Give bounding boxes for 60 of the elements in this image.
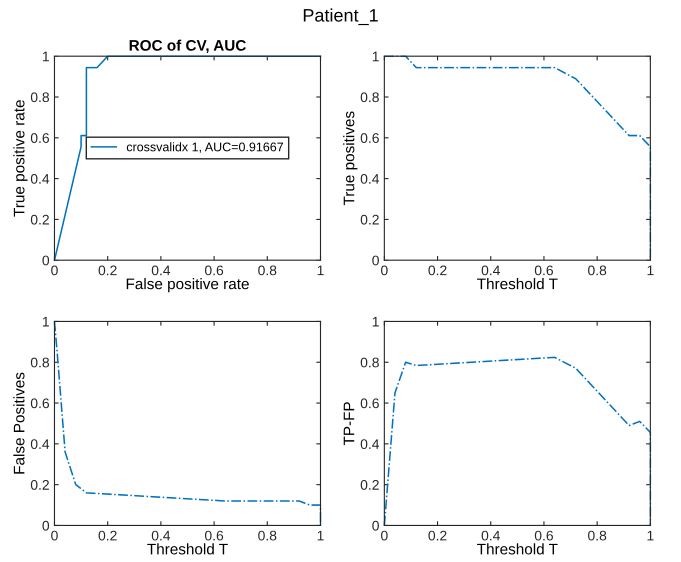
y-tick-label: 1 bbox=[372, 52, 379, 62]
x-tick-label: 0.2 bbox=[98, 530, 117, 541]
y-tick-label: 0.2 bbox=[30, 214, 49, 225]
y-tick-label: 0.2 bbox=[360, 214, 379, 225]
y-tick-label: 0.6 bbox=[360, 398, 379, 408]
x-axis-title: Threshold T bbox=[477, 278, 558, 290]
y-tick-label: 0 bbox=[42, 256, 50, 266]
x-tick-label: 0.8 bbox=[258, 530, 276, 541]
x-tick-label: 0.8 bbox=[258, 265, 276, 276]
x-tick-label: 0.8 bbox=[588, 530, 606, 541]
x-tick-label: 0.4 bbox=[482, 530, 500, 541]
x-tick-label: 0.4 bbox=[152, 265, 170, 276]
y-tick-label: 0.4 bbox=[360, 439, 380, 450]
x-tick-label: 0.8 bbox=[588, 265, 606, 276]
chart-title: ROC of CV, AUC bbox=[130, 40, 246, 54]
y-tick-label: 0.8 bbox=[360, 92, 379, 102]
x-axis-title: Threshold T bbox=[477, 543, 558, 554]
y-tick-label: 0.8 bbox=[360, 358, 379, 368]
y-tick-label: 0.4 bbox=[30, 174, 50, 184]
x-tick-label: 1 bbox=[318, 266, 324, 276]
x-tick-label: 0.4 bbox=[152, 530, 170, 541]
x-tick-label: 0.6 bbox=[534, 530, 553, 541]
x-tick-label: 1 bbox=[318, 530, 324, 540]
y-axis-title: True positive rate bbox=[13, 100, 28, 217]
y-tick-label: 0.8 bbox=[30, 92, 50, 102]
text: Patient_1 bbox=[304, 8, 378, 26]
x-tick-label: 0 bbox=[381, 530, 388, 541]
y-tick-label: 0 bbox=[42, 520, 50, 531]
y-tick-label: 0.6 bbox=[30, 133, 50, 143]
x-axis-title: False positive rate bbox=[126, 278, 249, 292]
y-tick-label: 0.2 bbox=[360, 480, 379, 490]
x-tick-label: 0.6 bbox=[204, 530, 224, 541]
x-tick-label: 0 bbox=[51, 530, 58, 541]
x-tick-label: 0 bbox=[381, 265, 388, 276]
y-tick-label: 0 bbox=[372, 520, 379, 531]
y-tick-label: 0.4 bbox=[30, 439, 50, 450]
line-series bbox=[54, 320, 322, 526]
y-tick-label: 0.8 bbox=[30, 358, 50, 368]
x-tick-label: 0.2 bbox=[98, 265, 117, 276]
y-axis-title: True positives bbox=[343, 112, 358, 206]
x-tick-label: 1 bbox=[648, 266, 654, 276]
x-tick-label: 0 bbox=[51, 265, 58, 276]
y-tick-label: 1 bbox=[372, 316, 379, 326]
y-tick-label: 0.6 bbox=[30, 398, 50, 408]
y-tick-label: 0.2 bbox=[30, 480, 49, 490]
y-tick-label: 1 bbox=[42, 316, 49, 326]
y-tick-label: 0.4 bbox=[360, 174, 380, 184]
y-tick-label: 0.6 bbox=[360, 133, 379, 143]
x-tick-label: 0.4 bbox=[482, 265, 500, 276]
x-tick-label: 0.2 bbox=[428, 265, 446, 276]
y-axis-title: False Positives bbox=[13, 372, 25, 474]
y-axis-title: TP-FP bbox=[344, 402, 354, 446]
y-tick-label: 1 bbox=[42, 52, 49, 62]
x-tick-label: 1 bbox=[648, 530, 654, 540]
x-tick-label: 0.2 bbox=[428, 530, 446, 541]
x-tick-label: 0.6 bbox=[534, 265, 553, 276]
legend-label: crossvalidx 1, AUC=0.91667 bbox=[126, 142, 284, 153]
x-axis-title: Threshold T bbox=[147, 543, 228, 554]
y-tick-label: 0 bbox=[372, 256, 379, 266]
x-tick-label: 0.6 bbox=[204, 265, 224, 276]
